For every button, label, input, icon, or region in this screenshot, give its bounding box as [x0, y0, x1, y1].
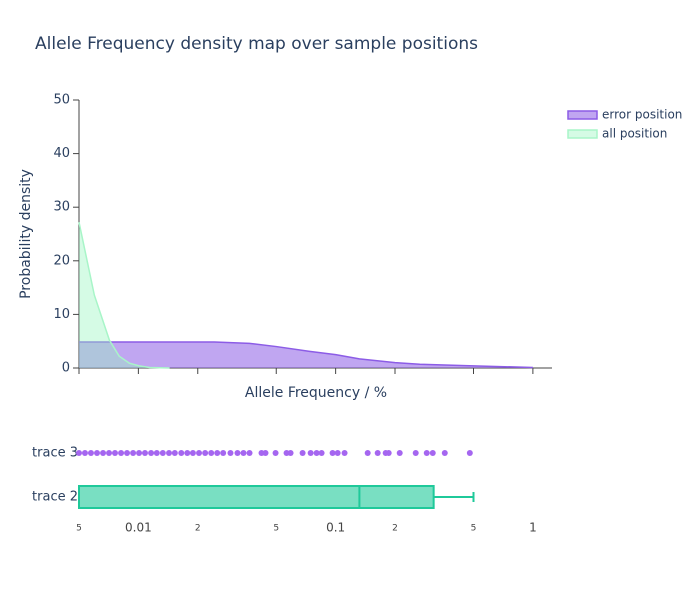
strip-point [246, 450, 253, 456]
density-line [78, 222, 170, 369]
strip-point [313, 450, 320, 456]
strip-point [196, 450, 203, 456]
y-tick-label: 30 [53, 200, 70, 215]
strip-point [272, 450, 279, 456]
strip-point [153, 450, 160, 456]
legend-swatch [567, 110, 598, 120]
strip-point [171, 450, 178, 456]
strip-point [227, 450, 234, 456]
y-tick-label: 20 [53, 253, 70, 268]
strip-point [441, 450, 448, 456]
strip-point [329, 450, 336, 456]
strip-point [118, 450, 125, 456]
strip-point [189, 450, 196, 456]
strip-point [385, 450, 392, 456]
strip-point [106, 450, 113, 456]
strip-point [166, 450, 173, 456]
category-label: trace 3 [32, 446, 78, 461]
strip-point [184, 450, 191, 456]
strip-point [141, 450, 148, 456]
strip-point [412, 450, 419, 456]
legend-label: all position [602, 127, 667, 141]
legend-swatch [567, 129, 598, 139]
box [78, 485, 435, 509]
y-tick-label: 0 [62, 361, 70, 376]
strip-point [100, 450, 107, 456]
strip-point [87, 450, 94, 456]
x-tick-label: 1 [529, 521, 537, 535]
strip-point [334, 450, 341, 456]
strip-point [318, 450, 325, 456]
chart-title: Allele Frequency density map over sample… [35, 34, 478, 54]
density-area [79, 342, 533, 368]
strip-point [159, 450, 166, 456]
strip-point [466, 450, 473, 456]
strip-point [178, 450, 185, 456]
strip-point [307, 450, 314, 456]
strip-point [341, 450, 348, 456]
strip-point [374, 450, 381, 456]
strip-point [148, 450, 155, 456]
x-axis-label: Allele Frequency / % [245, 385, 387, 401]
strip-point [396, 450, 403, 456]
strip-point [124, 450, 131, 456]
strip-point [234, 450, 241, 456]
density-line [79, 341, 533, 369]
strip-point [130, 450, 137, 456]
y-tick-label: 40 [53, 146, 70, 161]
x-tick-label: 5 [76, 524, 82, 534]
strip-point [220, 450, 227, 456]
strip-point [202, 450, 209, 456]
strip-point [287, 450, 294, 456]
x-tick-label: 2 [392, 524, 398, 534]
y-axis-label: Probability density [18, 169, 34, 299]
x-tick-label: 2 [195, 524, 201, 534]
x-tick-label: 5 [471, 524, 477, 534]
strip-point [94, 450, 101, 456]
strip-point [429, 450, 436, 456]
strip-point [111, 450, 118, 456]
x-tick-label: 0.01 [125, 521, 152, 535]
strip-point [81, 450, 88, 456]
legend-label: error position [602, 108, 682, 122]
strip-point [299, 450, 306, 456]
x-tick-label: 5 [273, 524, 279, 534]
strip-point [76, 450, 82, 456]
strip-point [136, 450, 143, 456]
strip-point [240, 450, 247, 456]
density-area [79, 222, 170, 368]
strip-point [214, 450, 221, 456]
y-tick-label: 50 [53, 93, 70, 108]
strip-point [423, 450, 430, 456]
strip-point [364, 450, 371, 456]
category-label: trace 2 [32, 490, 78, 505]
strip-point [208, 450, 215, 456]
strip-point [262, 450, 269, 456]
x-tick-label: 0.1 [326, 521, 345, 535]
y-tick-label: 10 [53, 307, 70, 322]
